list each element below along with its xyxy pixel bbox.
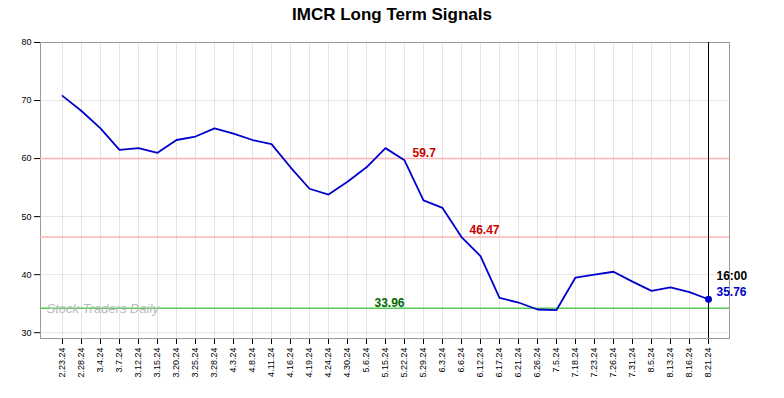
svg-text:7.31.24: 7.31.24	[627, 348, 637, 378]
html-text:IMCR Long Term Signals: IMCR Long Term Signals	[292, 5, 492, 24]
svg-text:70: 70	[21, 95, 31, 105]
svg-text:5.6.24: 5.6.24	[361, 348, 371, 373]
svg-text:5.22.24: 5.22.24	[399, 348, 409, 378]
svg-text:50: 50	[21, 211, 31, 221]
svg-text:5.15.24: 5.15.24	[380, 348, 390, 378]
svg-text:3.12.24: 3.12.24	[133, 348, 143, 378]
svg-text:80: 80	[21, 37, 31, 47]
svg-text:4.11.24: 4.11.24	[266, 348, 276, 377]
svg-text:8.13.24: 8.13.24	[665, 348, 675, 378]
svg-text:8.21.24: 8.21.24	[703, 348, 713, 378]
svg-text:3.7.24: 3.7.24	[114, 348, 124, 373]
svg-text:6.6.24: 6.6.24	[456, 348, 466, 373]
svg-text:3.20.24: 3.20.24	[171, 348, 181, 378]
svg-text:3.15.24: 3.15.24	[152, 348, 162, 378]
svg-text:4.19.24: 4.19.24	[304, 348, 314, 378]
svg-text:6.17.24: 6.17.24	[494, 348, 504, 378]
svg-text:59.7: 59.7	[413, 146, 437, 160]
svg-text:33.96: 33.96	[375, 296, 405, 310]
svg-text:7.18.24: 7.18.24	[570, 348, 580, 378]
svg-text:6.21.24: 6.21.24	[513, 348, 523, 378]
svg-text:5.29.24: 5.29.24	[418, 348, 428, 378]
svg-text:35.76: 35.76	[717, 285, 747, 299]
svg-text:8.5.24: 8.5.24	[646, 348, 656, 373]
svg-text:40: 40	[21, 270, 31, 280]
svg-text:2.23.24: 2.23.24	[57, 348, 67, 378]
svg-text:30: 30	[21, 328, 31, 338]
svg-text:3.4.24: 3.4.24	[95, 348, 105, 373]
svg-text:7.5.24: 7.5.24	[551, 348, 561, 373]
svg-text:3.28.24: 3.28.24	[209, 348, 219, 378]
svg-text:8.16.24: 8.16.24	[684, 348, 694, 378]
svg-text:7.26.24: 7.26.24	[608, 348, 618, 378]
svg-text:60: 60	[21, 153, 31, 163]
svg-text:6.12.24: 6.12.24	[475, 348, 485, 378]
svg-text:4.3.24: 4.3.24	[228, 348, 238, 373]
svg-text:3.25.24: 3.25.24	[190, 348, 200, 378]
svg-text:4.8.24: 4.8.24	[247, 348, 257, 373]
svg-text:6.26.24: 6.26.24	[532, 348, 542, 378]
svg-text:2.28.24: 2.28.24	[76, 348, 86, 378]
svg-text:16:00: 16:00	[717, 269, 748, 283]
svg-text:Stock Traders Daily: Stock Traders Daily	[47, 301, 161, 316]
svg-text:4.30.24: 4.30.24	[342, 348, 352, 378]
svg-text:46.47: 46.47	[470, 223, 500, 237]
svg-text:4.16.24: 4.16.24	[285, 348, 295, 378]
svg-text:6.3.24: 6.3.24	[437, 348, 447, 373]
svg-text:4.24.24: 4.24.24	[323, 348, 333, 378]
svg-text:7.23.24: 7.23.24	[589, 348, 599, 378]
